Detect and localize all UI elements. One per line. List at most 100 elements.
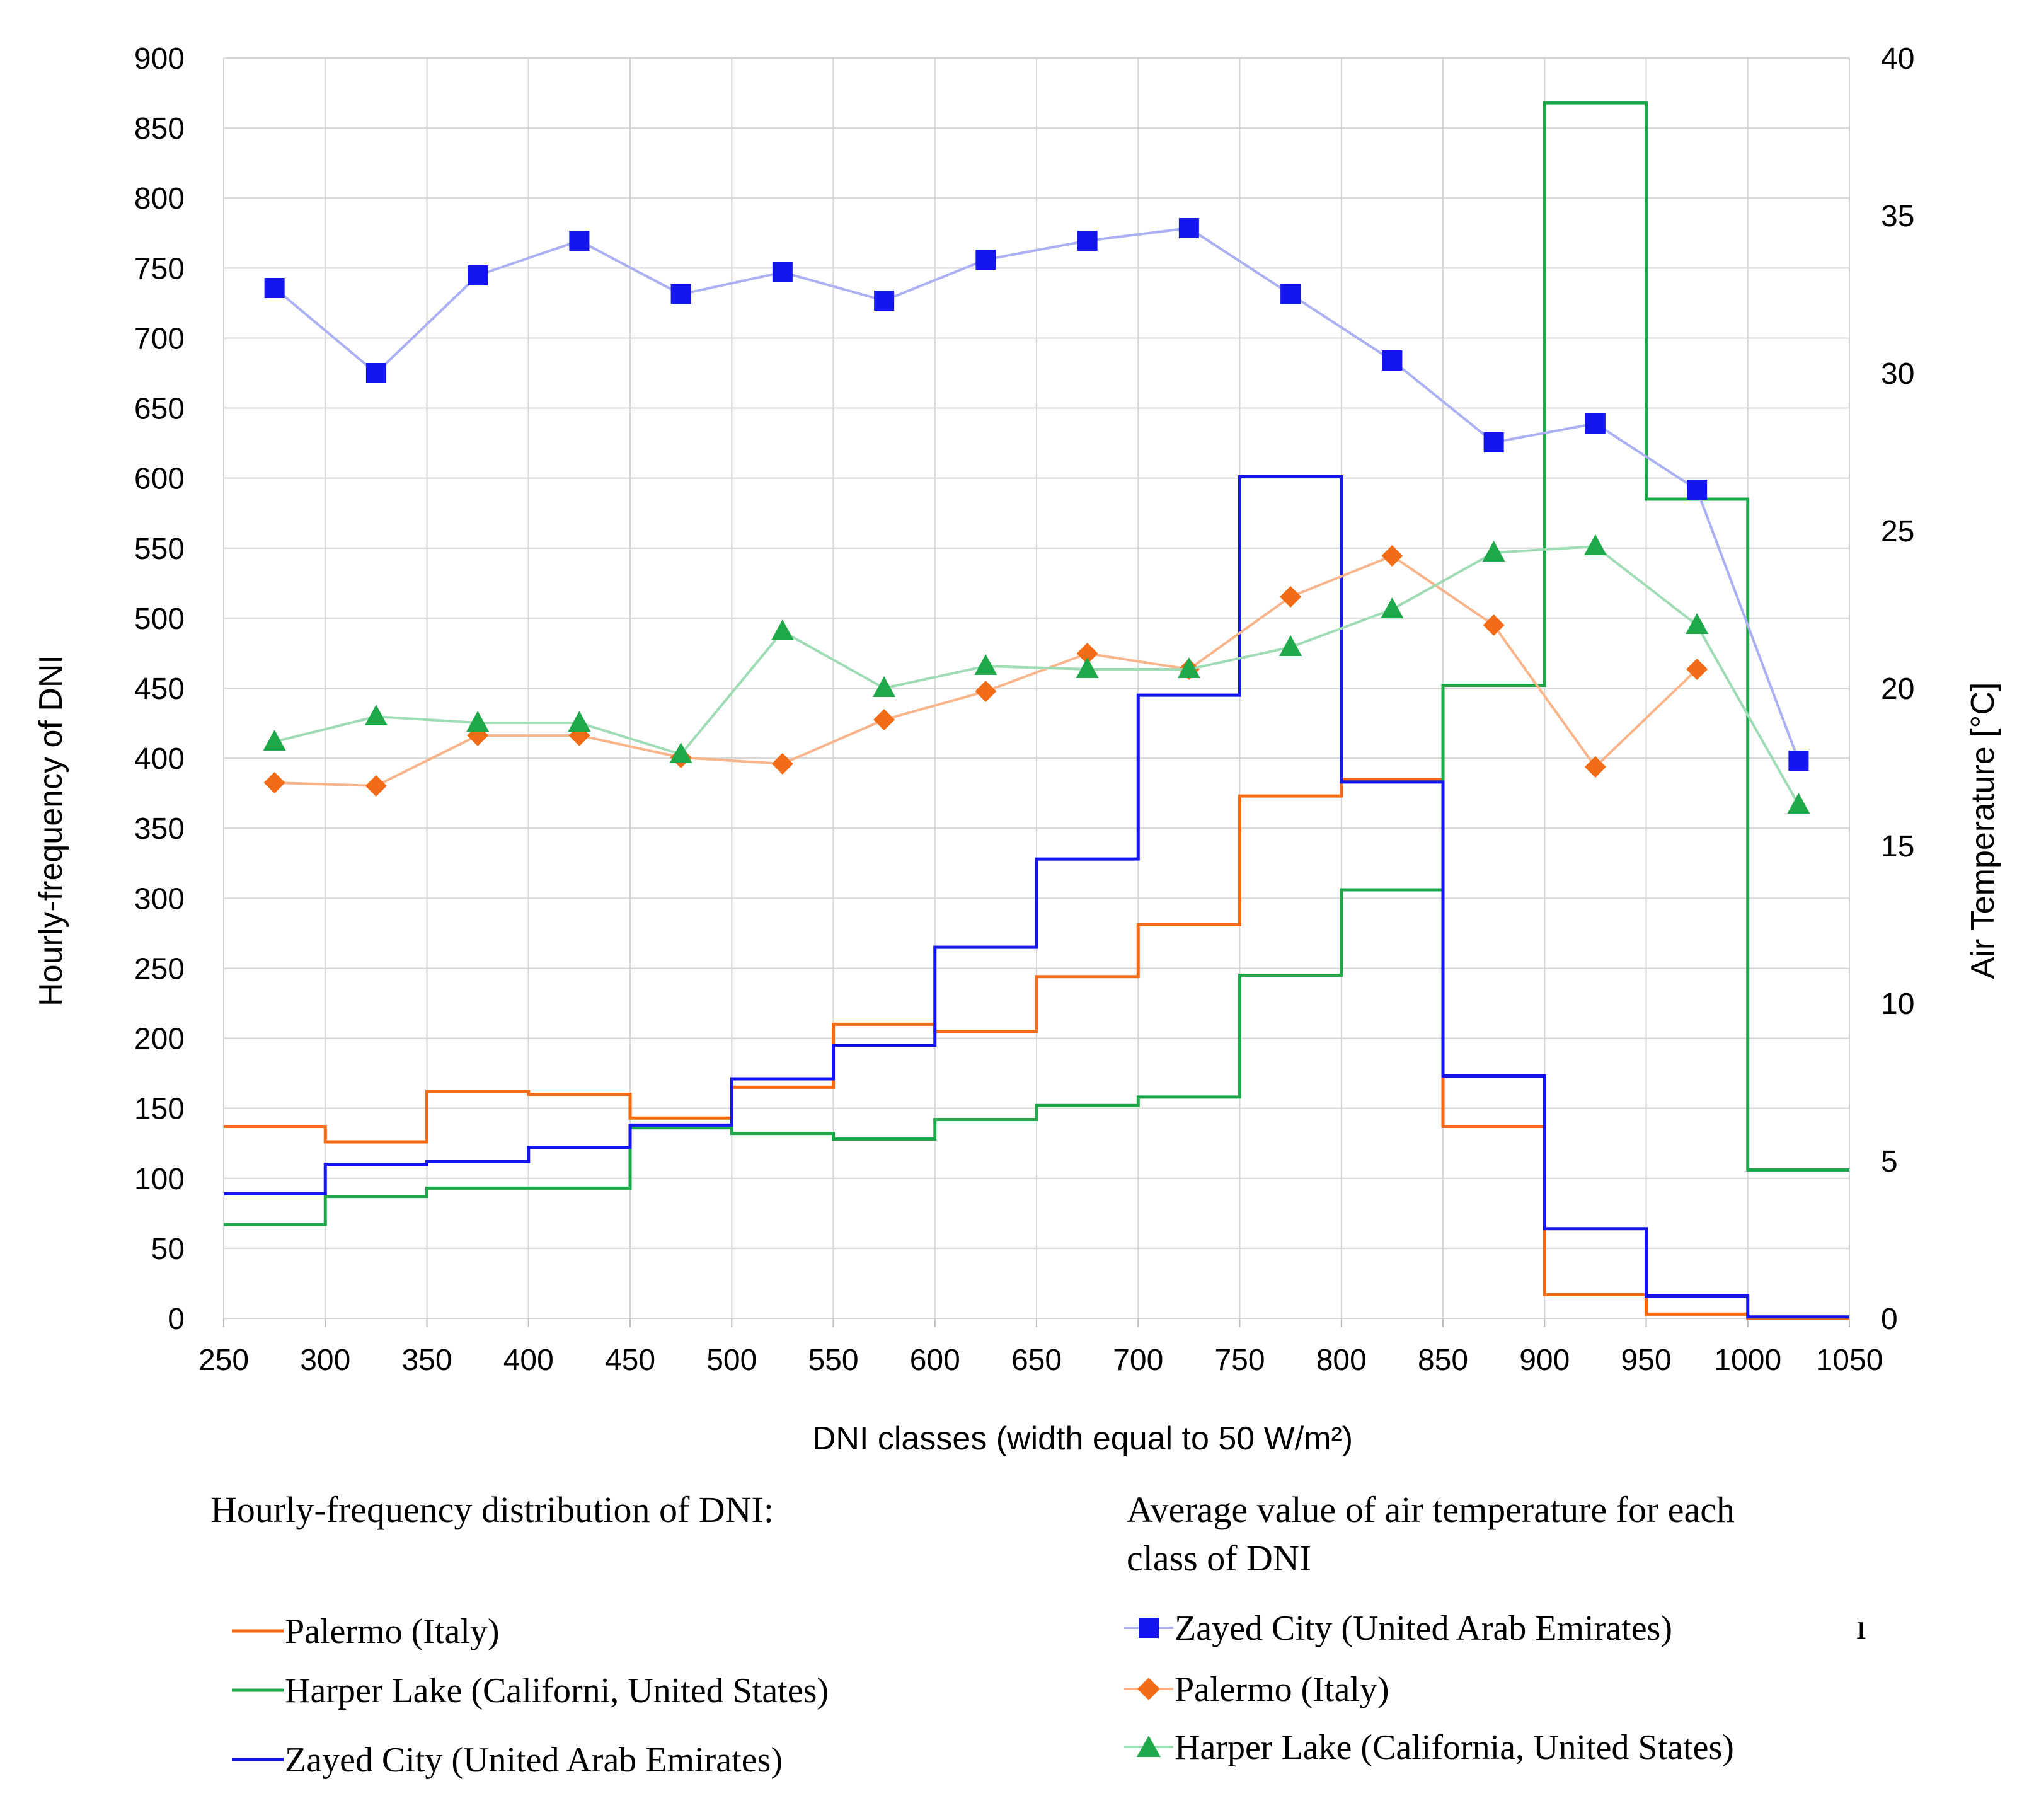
y-left-tick-label-600: 600 — [134, 463, 185, 496]
legend: Hourly-frequency distribution of DNI: Av… — [210, 1489, 1866, 1780]
x-tick-label-450: 450 — [605, 1344, 655, 1377]
temp-point-0-15 — [1788, 751, 1809, 771]
y-left-tick-label-300: 300 — [134, 882, 185, 916]
y-left-tick-label-100: 100 — [134, 1163, 185, 1196]
step-series-1 — [224, 101, 1849, 1226]
temp-point-1-12 — [1483, 614, 1505, 636]
temp-point-0-8 — [1077, 231, 1098, 251]
y-left-tick-label-500: 500 — [134, 602, 185, 636]
x-tick-label-700: 700 — [1113, 1344, 1163, 1377]
legend-label-harper-step: Harper Lake (Californi, United States) — [285, 1671, 829, 1710]
y-right-tick-label-10: 10 — [1881, 988, 1914, 1021]
y-left-tick-label-550: 550 — [134, 533, 185, 566]
legend-marker-harper-temp — [1137, 1736, 1161, 1757]
temp-point-0-5 — [772, 262, 793, 282]
y-right-tick-labels: 0 5 10 15 20 25 30 35 40 — [1881, 42, 1914, 1336]
x-tick-label-250: 250 — [198, 1344, 249, 1377]
x-tick-label-850: 850 — [1418, 1344, 1468, 1377]
temp-point-0-13 — [1585, 413, 1606, 434]
y-left-tick-label-50: 50 — [151, 1233, 185, 1266]
temp-point-0-11 — [1382, 350, 1403, 371]
legend-label-harper-temp: Harper Lake (California, United States) — [1175, 1728, 1734, 1767]
y-left-tick-label-200: 200 — [134, 1023, 185, 1056]
temp-point-1-10 — [1280, 586, 1302, 608]
temp-point-2-13 — [1583, 534, 1607, 555]
x-tick-label-550: 550 — [808, 1344, 858, 1377]
y-left-tick-label-800: 800 — [134, 182, 185, 216]
y-left-tick-label-450: 450 — [134, 672, 185, 706]
temp-point-2-1 — [364, 705, 388, 725]
y-left-tick-label-250: 250 — [134, 952, 185, 986]
y-right-tick-label-5: 5 — [1881, 1145, 1898, 1178]
temp-point-2-10 — [1279, 635, 1302, 656]
x-tick-label-1000: 1000 — [1714, 1344, 1781, 1377]
y-right-axis-title: Air Temperature [°C] — [1965, 682, 2001, 979]
temp-point-0-3 — [569, 231, 590, 251]
temp-point-1-13 — [1584, 756, 1606, 778]
temp-point-1-6 — [873, 709, 895, 730]
legend-marker-zayed-temp — [1139, 1618, 1159, 1638]
legend-label-zayed-step: Zayed City (United Arab Emirates) — [285, 1741, 783, 1780]
y-left-tick-label-350: 350 — [134, 812, 185, 846]
y-right-tick-label-0: 0 — [1881, 1303, 1898, 1336]
temp-point-1-5 — [771, 753, 793, 775]
temp-point-2-2 — [466, 711, 490, 732]
temp-point-1-14 — [1686, 659, 1708, 680]
temp-point-0-14 — [1687, 480, 1708, 500]
temp-point-0-2 — [468, 265, 488, 285]
temp-point-0-12 — [1483, 432, 1504, 452]
temp-point-2-9 — [1177, 657, 1200, 678]
gridlines — [223, 57, 1850, 1327]
step-series-0 — [224, 777, 1849, 1320]
legend-label-palermo-step: Palermo (Italy) — [285, 1612, 500, 1651]
temp-point-2-12 — [1482, 541, 1505, 562]
temp-point-2-3 — [568, 711, 591, 732]
temp-point-0-9 — [1178, 218, 1199, 238]
legend-left-heading: Hourly-frequency distribution of DNI: — [210, 1489, 774, 1530]
x-axis-title: DNI classes (width equal to 50 W/m²) — [812, 1420, 1353, 1457]
y-left-tick-labels: 0 50 100 150 200 250 300 350 400 450 500 550 600 650 7… — [134, 42, 185, 1336]
temp-line-2 — [274, 544, 1800, 805]
temp-point-2-8 — [1076, 657, 1099, 678]
y-left-tick-label-150: 150 — [134, 1093, 185, 1126]
legend-right-heading-line1: Average value of air temperature for eac… — [1127, 1489, 1735, 1530]
x-tick-label-500: 500 — [706, 1344, 757, 1377]
step-series-2 — [224, 475, 1849, 1319]
x-tick-label-350: 350 — [401, 1344, 452, 1377]
temp-point-0-7 — [975, 250, 996, 270]
temp-point-2-14 — [1686, 613, 1709, 634]
temp-point-1-0 — [263, 772, 285, 793]
temp-point-2-4 — [669, 742, 692, 763]
x-tick-label-300: 300 — [300, 1344, 350, 1377]
legend-marker-palermo-temp — [1137, 1678, 1160, 1700]
legend-label-zayed-temp: Zayed City (United Arab Emirates) — [1175, 1609, 1672, 1648]
temp-point-2-7 — [974, 654, 997, 675]
legend-label-palermo-temp: Palermo (Italy) — [1175, 1670, 1389, 1709]
temp-point-2-15 — [1787, 793, 1810, 814]
step-series-group — [224, 101, 1849, 1320]
y-right-tick-label-15: 15 — [1881, 830, 1914, 863]
y-right-tick-label-25: 25 — [1881, 515, 1914, 548]
temp-point-2-11 — [1381, 597, 1404, 618]
x-tick-label-650: 650 — [1011, 1344, 1062, 1377]
y-right-tick-label-20: 20 — [1881, 672, 1914, 706]
y-left-tick-label-900: 900 — [134, 42, 185, 76]
temp-point-0-4 — [670, 284, 691, 304]
temp-point-0-0 — [264, 278, 285, 298]
y-left-tick-label-700: 700 — [134, 322, 185, 355]
y-left-tick-label-850: 850 — [134, 112, 185, 146]
temp-line-0 — [273, 226, 1800, 761]
temp-point-2-0 — [263, 730, 286, 751]
temp-point-1-11 — [1381, 545, 1403, 567]
y-left-axis-title: Hourly-frequency of DNI — [33, 655, 69, 1006]
y-left-tick-label-400: 400 — [134, 742, 185, 776]
x-tick-label-900: 900 — [1519, 1344, 1570, 1377]
legend-stray-mark: ı — [1856, 1608, 1866, 1647]
x-tick-label-750: 750 — [1214, 1344, 1265, 1377]
x-tick-labels: 250 300 350 400 450 500 550 600 650 700 750 800 850 9… — [198, 1344, 1883, 1377]
y-right-tick-label-40: 40 — [1881, 42, 1914, 76]
y-right-tick-label-35: 35 — [1881, 200, 1914, 233]
x-tick-label-800: 800 — [1316, 1344, 1367, 1377]
